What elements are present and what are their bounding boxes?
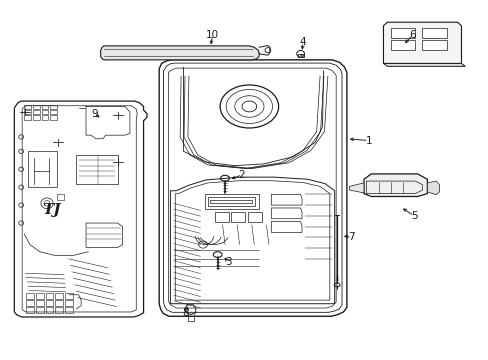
Text: 9: 9 [91, 109, 98, 119]
Polygon shape [348, 183, 363, 193]
Polygon shape [159, 60, 346, 316]
Polygon shape [427, 181, 439, 195]
Polygon shape [422, 40, 446, 50]
Polygon shape [390, 28, 414, 38]
Text: 3: 3 [225, 257, 232, 267]
Text: 10: 10 [206, 30, 219, 40]
Polygon shape [422, 28, 446, 38]
Text: 8: 8 [183, 308, 189, 318]
Polygon shape [14, 101, 147, 317]
Polygon shape [101, 46, 259, 60]
Polygon shape [390, 40, 414, 50]
Text: TJ: TJ [42, 203, 61, 217]
Polygon shape [383, 22, 461, 63]
Text: 7: 7 [348, 232, 354, 242]
Text: 4: 4 [299, 37, 305, 47]
Text: 6: 6 [408, 30, 415, 40]
Text: 5: 5 [410, 211, 417, 221]
Polygon shape [383, 63, 465, 66]
Polygon shape [363, 174, 427, 197]
Text: 1: 1 [365, 136, 371, 145]
Text: 2: 2 [238, 170, 245, 180]
